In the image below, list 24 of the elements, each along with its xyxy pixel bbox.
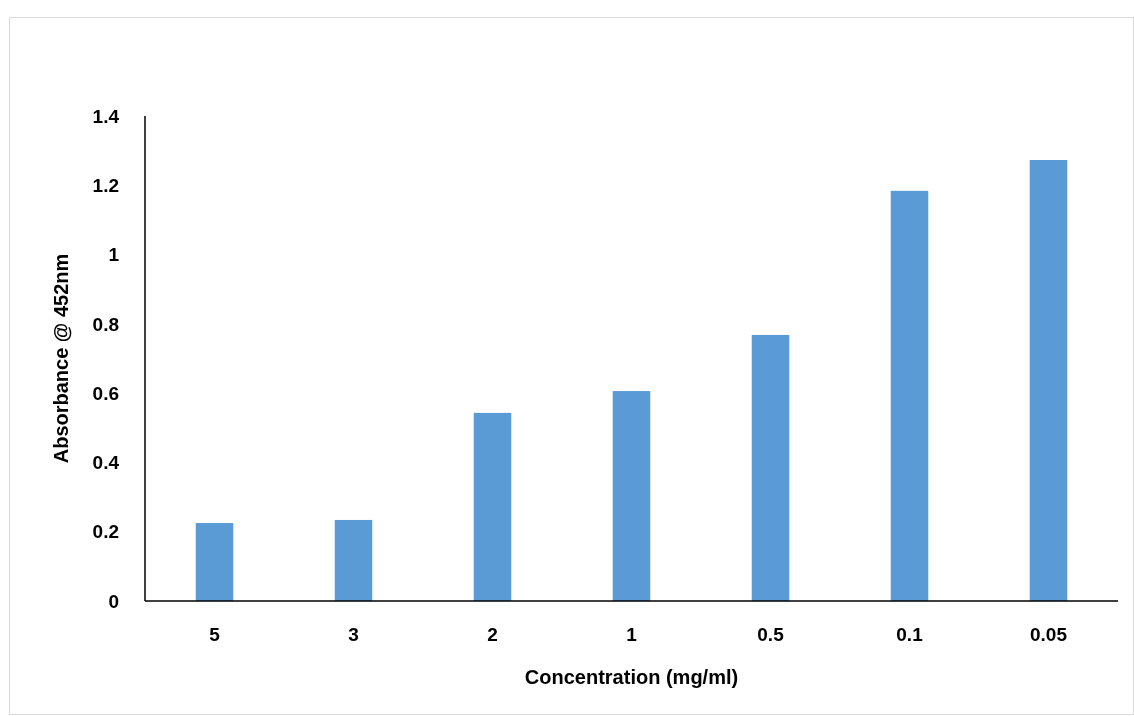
- x-axis-title: Concentration (mg/ml): [524, 666, 739, 688]
- bar: [890, 190, 929, 601]
- bar: [612, 391, 651, 601]
- y-axis-title: Absorbance @ 452nm: [50, 253, 72, 464]
- x-tick-label: 2: [487, 624, 498, 645]
- y-tick-label: 1.4: [92, 105, 120, 127]
- y-tick-label: 0.2: [92, 521, 119, 543]
- x-tick-label: 5: [209, 624, 221, 645]
- x-tick-label: 0.1: [896, 624, 924, 645]
- bar: [751, 334, 790, 601]
- y-tick-label: 1.2: [92, 174, 119, 196]
- y-tick-label: 0: [108, 590, 119, 612]
- x-tick-label: 0.05: [1030, 624, 1068, 645]
- bar: [334, 519, 373, 601]
- x-tick-label: 0.5: [757, 624, 785, 645]
- x-tick-label: 1: [626, 624, 638, 645]
- bar: [195, 523, 234, 601]
- bar: [1029, 160, 1068, 601]
- bar: [473, 412, 512, 601]
- y-tick-label: 1: [108, 244, 120, 266]
- x-tick-label: 3: [348, 624, 359, 645]
- y-tick-label: 0.8: [92, 313, 119, 335]
- y-tick-label: 0.6: [92, 382, 119, 404]
- y-tick-label: 0.4: [92, 452, 120, 474]
